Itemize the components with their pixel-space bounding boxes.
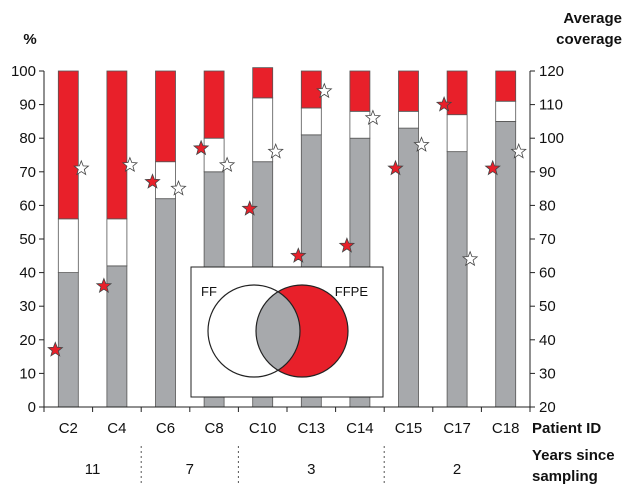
bar-segment-c4-middle-segment (106, 218, 128, 267)
bar-segment-c17-middle-segment (446, 114, 468, 153)
y-right-tick-label: 90 (539, 164, 556, 181)
coverage-star-c2 (47, 341, 64, 357)
coverage-star-c2 (73, 159, 90, 176)
y-left-tick-label: 50 (19, 231, 36, 248)
coverage-star-c18 (484, 159, 501, 176)
bar-segment-c8-top-segment (203, 70, 225, 139)
coverage-star-c13 (290, 247, 307, 263)
y-left-tick-label: 10 (19, 365, 36, 382)
y-right-tick-label: 30 (539, 365, 556, 382)
y-right-tick-label: 80 (539, 197, 556, 214)
coverage-star-c13 (316, 82, 333, 99)
bar-segment-c2-middle-segment (57, 218, 79, 273)
group-label: 3 (307, 461, 315, 478)
group-axis-title-line: sampling (532, 468, 598, 485)
y-left-tick-label: 100 (11, 63, 36, 80)
x-axis-title: Patient ID (532, 420, 601, 437)
bar-segment-c4-top-segment (106, 70, 128, 220)
coverage-star-c14 (338, 237, 356, 253)
bar-segment-c18-bottom-segment (495, 121, 517, 408)
y-right-axis-title-line: coverage (556, 31, 622, 48)
coverage-star-c4 (121, 156, 139, 172)
y-right-axis-title-line: Average (563, 10, 622, 27)
x-tick-label-c15: C15 (395, 420, 423, 437)
coverage-star-c17 (461, 250, 479, 267)
y-right-tick-label: 20 (539, 399, 556, 416)
group-label: 2 (453, 461, 461, 478)
bar-segment-c2-bottom-segment (57, 272, 79, 408)
bar-segment-c10-middle-segment (252, 97, 274, 163)
coverage-star-c15 (413, 136, 430, 152)
bar-segment-c18-top-segment (495, 70, 517, 102)
y-left-tick-label: 40 (19, 265, 36, 282)
y-right-tick-label: 120 (539, 63, 564, 80)
venn-outline-ffpe (255, 284, 349, 378)
axes-layer (39, 70, 535, 485)
x-tick-label-c18: C18 (492, 420, 520, 437)
y-right-tick-label: 110 (539, 97, 563, 114)
coverage-star-c18 (510, 142, 527, 159)
bar-segment-c2-top-segment (57, 70, 79, 220)
y-right-tick-label: 70 (539, 231, 556, 248)
bar-segment-c8-middle-segment (203, 137, 225, 173)
x-tick-label-c8: C8 (205, 420, 224, 437)
coverage-star-c8 (192, 139, 210, 156)
coverage-star-c17 (435, 95, 453, 112)
coverage-star-c8 (218, 156, 236, 172)
x-tick-label-c6: C6 (156, 420, 175, 437)
bar-segment-c15-middle-segment (398, 110, 419, 129)
coverage-star-c10 (241, 200, 258, 216)
group-label: 11 (85, 461, 101, 478)
venn-label-ffpe: FFPE (335, 284, 369, 299)
bar-segment-c15-bottom-segment (398, 127, 419, 408)
bar-segment-c4-bottom-segment (106, 265, 128, 408)
coverage-star-c6 (170, 179, 187, 196)
bar-segment-c6-bottom-segment (155, 198, 176, 408)
y-right-tick-label: 40 (539, 332, 556, 349)
group-label: 7 (186, 461, 194, 478)
x-tick-label-c17: C17 (443, 420, 471, 437)
labels-layer: 0 10 20 30 40 50 60 70 80 90 100 20 30 40 50 60 70 80 90 10… (11, 10, 622, 485)
coverage-star-c6 (144, 173, 161, 189)
coverage-star-c14 (364, 109, 382, 126)
bar-segment-c15-top-segment (398, 70, 419, 112)
y-left-tick-label: 80 (19, 130, 36, 147)
coverage-star-c10 (267, 142, 284, 159)
bar-segment-c13-middle-segment (300, 107, 322, 136)
coverage-star-c15 (387, 159, 404, 176)
x-tick-label-c13: C13 (298, 420, 326, 437)
group-axis-title-line: Years since (532, 447, 615, 464)
bar-segment-c6-top-segment (155, 70, 176, 163)
venn-inset: FF FFPE (190, 266, 384, 398)
x-tick-label-c14: C14 (346, 420, 374, 437)
x-tick-label-c2: C2 (59, 420, 78, 437)
y-right-tick-label: 50 (539, 298, 556, 315)
y-left-tick-label: 60 (19, 197, 36, 214)
y-left-tick-label: 20 (19, 332, 36, 349)
y-right-tick-label: 100 (539, 130, 564, 147)
bar-segment-c17-top-segment (446, 70, 468, 116)
x-tick-label-c4: C4 (107, 420, 126, 437)
y-left-tick-label: 0 (28, 399, 36, 416)
venn-overlap (256, 285, 300, 377)
markers-layer (47, 82, 527, 357)
y-right-tick-label: 60 (539, 265, 556, 282)
x-tick-label-c10: C10 (249, 420, 277, 437)
bar-segment-c17-bottom-segment (446, 151, 468, 408)
venn-outline-ff (207, 284, 301, 378)
coverage-star-c4 (95, 277, 113, 294)
bar-segment-c18-middle-segment (495, 100, 517, 122)
venn-label-ff: FF (201, 284, 217, 299)
y-left-tick-label: 30 (19, 298, 36, 315)
y-left-tick-label: 70 (19, 164, 36, 181)
y-left-tick-label: 90 (19, 97, 36, 114)
bar-segment-c14-top-segment (349, 70, 371, 112)
bar-segment-c10-top-segment (252, 67, 274, 99)
y-left-axis-title: % (23, 31, 36, 48)
